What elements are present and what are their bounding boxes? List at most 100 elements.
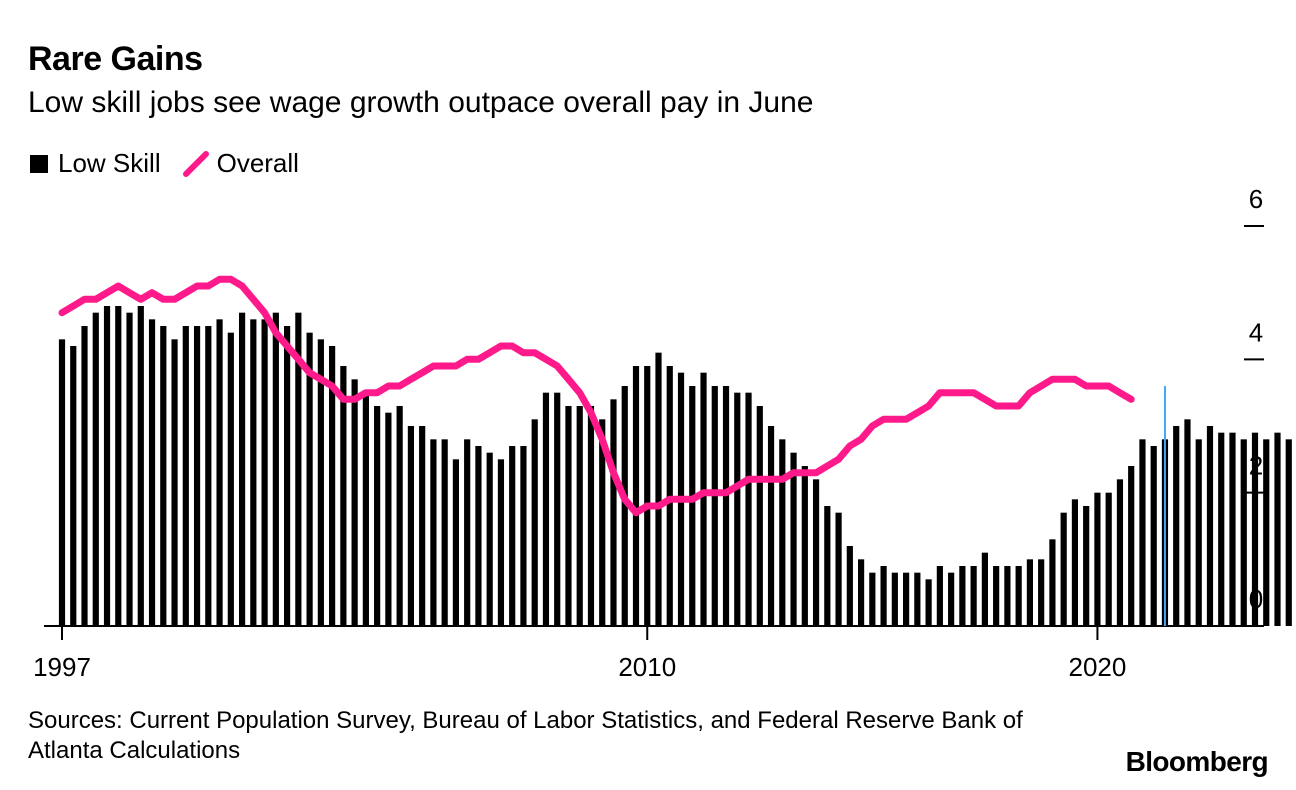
- legend-item-low-skill: Low Skill: [30, 148, 161, 179]
- low-skill-bar: [767, 426, 775, 626]
- low-skill-bar: [993, 566, 1000, 626]
- low-skill-bar: [655, 352, 662, 626]
- low-skill-bar: [1083, 506, 1090, 626]
- chart-title: Rare Gains: [28, 40, 203, 78]
- y-tick-label: 2: [1249, 451, 1263, 481]
- low-skill-bar: [137, 306, 144, 626]
- low-skill-bar: [126, 312, 133, 626]
- low-skill-bar: [520, 446, 527, 626]
- low-skill-bar: [1229, 432, 1236, 626]
- low-skill-bar: [317, 339, 324, 626]
- low-skill-bar: [1274, 432, 1281, 626]
- low-skill-bar: [464, 439, 471, 626]
- low-skill-bar: [824, 506, 831, 626]
- low-skill-bar: [1105, 492, 1112, 626]
- low-skill-bar: [1218, 432, 1225, 626]
- source-note: Sources: Current Population Survey, Bure…: [28, 707, 1023, 764]
- low-skill-bar: [1094, 492, 1101, 626]
- x-tick-label: 2020: [1069, 652, 1127, 682]
- low-skill-bar: [857, 559, 865, 626]
- low-skill-bar: [430, 439, 437, 626]
- low-skill-bar: [193, 326, 201, 626]
- low-skill-bar: [565, 406, 572, 626]
- low-skill-bar: [1049, 539, 1056, 626]
- low-skill-bar: [632, 366, 640, 626]
- low-skill-bar: [1128, 466, 1135, 626]
- low-skill-bar: [925, 579, 932, 626]
- low-skill-bar: [948, 572, 955, 626]
- low-skill-bar: [306, 332, 313, 626]
- low-skill-bar: [846, 546, 853, 626]
- legend-item-overall: Overall: [182, 148, 299, 179]
- low-skill-bar: [70, 346, 77, 626]
- low-skill-bar: [869, 572, 876, 626]
- low-skill-bar: [261, 319, 268, 626]
- low-skill-bar: [700, 372, 707, 626]
- low-skill-bar: [148, 319, 156, 626]
- low-skill-bar: [891, 572, 898, 626]
- low-skill-bar: [1150, 446, 1157, 626]
- low-skill-bar: [374, 406, 381, 626]
- chart-subtitle: Low skill jobs see wage growth outpace o…: [28, 86, 814, 119]
- low-skill-bar: [711, 386, 718, 626]
- low-skill-bar: [644, 366, 651, 626]
- overall-line: [58, 275, 1135, 517]
- low-skill-bar: [1026, 559, 1033, 626]
- low-skill-bar: [272, 312, 279, 626]
- low-skill-bar: [295, 312, 302, 626]
- low-skill-bar: [385, 412, 392, 626]
- low-skill-bar: [621, 386, 628, 626]
- bar-series-low-skill: [58, 306, 1292, 626]
- overall-swatch-icon: [182, 150, 209, 177]
- low-skill-bar: [452, 459, 460, 626]
- line-series-overall: [58, 275, 1135, 517]
- low-skill-bar: [756, 406, 763, 626]
- low-skill-bar: [1251, 432, 1259, 626]
- low-skill-bar: [351, 379, 358, 626]
- low-skill-bar: [970, 566, 977, 626]
- low-skill-bar: [790, 452, 797, 626]
- low-skill-bar: [441, 439, 448, 626]
- low-skill-bar: [1004, 566, 1011, 626]
- low-skill-bar: [284, 326, 291, 626]
- low-skill-bar: [1240, 439, 1247, 626]
- low-skill-bar: [238, 312, 246, 626]
- low-skill-bar: [722, 386, 730, 626]
- low-skill-bar: [587, 406, 595, 626]
- low-skill-bar: [531, 419, 538, 626]
- x-tick-label: 1997: [33, 652, 91, 682]
- low-skill-bar: [81, 326, 88, 626]
- low-skill-bar: [610, 399, 617, 626]
- low-skill-bar: [1173, 426, 1180, 626]
- low-skill-bar: [509, 446, 516, 626]
- low-skill-bar: [599, 419, 606, 626]
- low-skill-bar: [396, 406, 403, 626]
- axes: 1997 2010 2020 0 2 4 6: [33, 184, 1264, 682]
- low-skill-bar: [362, 392, 369, 626]
- low-skill-bar: [92, 312, 99, 626]
- low-skill-bar: [160, 326, 167, 626]
- low-skill-bar: [1195, 439, 1202, 626]
- low-skill-bar: [914, 572, 921, 626]
- low-skill-bar: [497, 459, 505, 626]
- low-skill-bar: [475, 446, 482, 626]
- low-skill-bar: [554, 392, 561, 626]
- low-skill-bar: [959, 566, 966, 626]
- low-skill-bar: [689, 386, 696, 626]
- legend: Low Skill Overall: [30, 148, 321, 179]
- low-skill-bar: [340, 366, 347, 626]
- low-skill-bar: [1139, 439, 1146, 626]
- y-tick-label: 6: [1249, 184, 1263, 214]
- low-skill-bar: [1285, 439, 1292, 626]
- low-skill-bar: [58, 339, 66, 626]
- bloomberg-logo: Bloomberg: [1125, 746, 1269, 777]
- low-skill-bar: [734, 392, 741, 626]
- low-skill-bar: [1184, 419, 1191, 626]
- low-skill-bar: [903, 572, 910, 626]
- low-skill-bar: [182, 326, 189, 626]
- low-skill-bar: [1263, 439, 1270, 626]
- low-skill-bar: [936, 566, 943, 626]
- low-skill-bar: [486, 452, 493, 626]
- low-skill-bar: [576, 406, 583, 626]
